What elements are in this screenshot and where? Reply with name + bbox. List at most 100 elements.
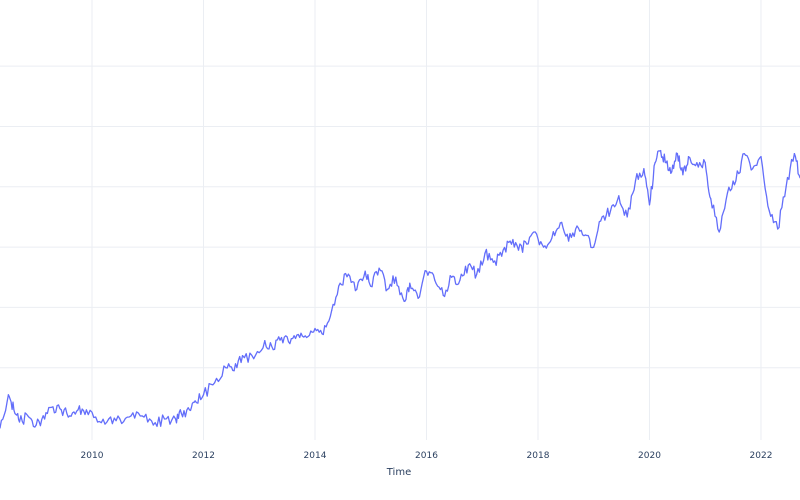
data-point-20 (180, 412, 182, 414)
x-axis-title: Time (386, 467, 411, 478)
x-tick-label-2014: 2014 (304, 451, 327, 461)
data-point-15 (130, 415, 132, 417)
data-point-11 (85, 409, 88, 411)
data-point-26 (233, 370, 235, 372)
data-point-81 (676, 153, 678, 155)
data-point-36 (322, 333, 324, 336)
data-point-96 (793, 153, 796, 155)
data-point-0 (0, 427, 1, 429)
data-point-18 (163, 418, 166, 420)
data-point-70 (601, 216, 603, 218)
data-point-48 (417, 297, 419, 299)
data-point-34 (306, 336, 308, 339)
data-point-53 (459, 279, 461, 281)
data-point-66 (568, 240, 570, 242)
data-point-13 (108, 418, 110, 420)
data-point-44 (386, 288, 389, 290)
data-point-80 (671, 171, 673, 173)
data-point-33 (297, 333, 299, 336)
series-layer (0, 149, 800, 429)
data-point-30 (272, 349, 274, 351)
data-point-14 (119, 418, 121, 420)
data-point-19 (175, 418, 177, 420)
data-point-54 (467, 264, 469, 266)
data-point-12 (96, 421, 99, 423)
data-point-52 (450, 276, 453, 278)
data-point-64 (551, 237, 553, 239)
data-point-92 (760, 156, 762, 158)
data-point-94 (777, 228, 779, 230)
data-point-68 (584, 234, 586, 236)
data-point-8 (60, 409, 62, 411)
data-point-83 (687, 156, 690, 158)
x-tick-label-2022: 2022 (750, 451, 773, 461)
data-point-67 (576, 225, 578, 227)
data-point-21 (188, 409, 191, 411)
data-point-95 (785, 186, 787, 188)
data-point-72 (618, 195, 620, 197)
data-point-65 (559, 222, 561, 224)
series-line-0 (0, 149, 800, 429)
data-point-61 (526, 243, 528, 245)
x-tick-label-2010: 2010 (81, 451, 104, 461)
data-point-88 (726, 192, 729, 194)
data-point-55 (476, 273, 478, 275)
data-point-84 (696, 162, 698, 164)
data-point-90 (743, 153, 745, 155)
data-point-89 (735, 180, 737, 182)
data-point-76 (648, 204, 651, 206)
x-axis-ticks: 2010 2012 2014 2016 2018 2020 2022 (81, 451, 773, 461)
data-point-75 (643, 168, 645, 170)
data-point-50 (434, 279, 436, 281)
data-point-69 (593, 246, 595, 248)
data-point-87 (718, 231, 720, 233)
data-point-2 (13, 409, 15, 411)
data-point-3 (18, 421, 21, 423)
data-point-60 (517, 249, 520, 251)
data-point-37 (331, 309, 333, 312)
data-point-23 (202, 394, 205, 396)
data-point-7 (52, 406, 54, 408)
data-point-56 (484, 252, 486, 254)
data-point-45 (395, 276, 397, 278)
data-point-79 (665, 162, 667, 164)
x-tick-label-2018: 2018 (527, 451, 550, 461)
data-point-4 (27, 415, 29, 417)
data-point-25 (225, 367, 227, 369)
data-point-9 (69, 415, 71, 417)
data-point-41 (364, 270, 366, 272)
data-point-86 (710, 198, 712, 200)
data-point-17 (152, 424, 154, 426)
data-point-57 (492, 261, 494, 263)
data-point-85 (704, 162, 706, 164)
data-point-58 (501, 255, 503, 257)
data-point-27 (241, 355, 244, 357)
data-point-16 (141, 415, 143, 417)
x-tick-label-2016: 2016 (415, 451, 438, 461)
data-point-22 (194, 400, 196, 402)
data-point-38 (339, 282, 341, 284)
data-point-51 (442, 294, 444, 296)
data-point-49 (425, 270, 428, 272)
data-point-1 (7, 394, 9, 396)
data-point-78 (660, 150, 662, 152)
data-point-39 (347, 273, 350, 275)
data-point-46 (403, 300, 405, 302)
data-point-71 (609, 210, 612, 212)
data-point-40 (356, 288, 358, 290)
data-point-82 (682, 174, 684, 176)
data-point-62 (534, 231, 536, 233)
data-point-32 (289, 342, 291, 345)
x-tick-label-2020: 2020 (638, 451, 661, 461)
data-point-73 (626, 216, 628, 218)
data-point-42 (370, 285, 372, 287)
x-tick-label-2012: 2012 (192, 451, 215, 461)
data-point-59 (509, 240, 511, 242)
data-point-77 (654, 162, 656, 164)
data-point-43 (378, 267, 380, 269)
data-point-93 (768, 210, 770, 212)
data-point-29 (264, 339, 266, 342)
gridlines (0, 0, 800, 440)
data-point-6 (43, 418, 46, 420)
